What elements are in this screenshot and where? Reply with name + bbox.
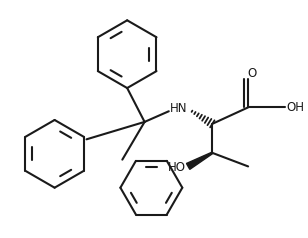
Text: HN: HN	[170, 102, 187, 115]
Polygon shape	[186, 152, 213, 169]
Text: O: O	[247, 67, 257, 80]
Text: HO: HO	[168, 161, 186, 174]
Text: OH: OH	[287, 101, 305, 114]
